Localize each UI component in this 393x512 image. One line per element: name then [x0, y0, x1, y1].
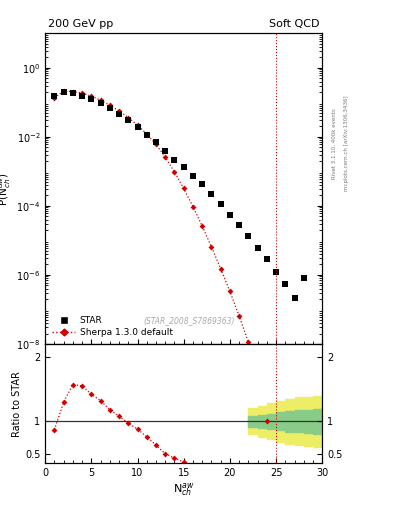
Text: 200 GeV pp: 200 GeV pp [48, 18, 113, 29]
X-axis label: N$_{ch}^{aw}$: N$_{ch}^{aw}$ [173, 481, 195, 498]
Text: mcplots.cern.ch [arXiv:1306.3436]: mcplots.cern.ch [arXiv:1306.3436] [344, 96, 349, 191]
Y-axis label: P(N$_{ch}^{aw}$): P(N$_{ch}^{aw}$) [0, 172, 13, 206]
Legend: STAR, Sherpa 1.3.0 default: STAR, Sherpa 1.3.0 default [50, 313, 175, 339]
Text: Rivet 3.1.10, 400k events: Rivet 3.1.10, 400k events [332, 108, 337, 179]
Y-axis label: Ratio to STAR: Ratio to STAR [12, 371, 22, 437]
Text: Soft QCD: Soft QCD [269, 18, 320, 29]
Text: (STAR_2008_S7869363): (STAR_2008_S7869363) [143, 316, 235, 325]
